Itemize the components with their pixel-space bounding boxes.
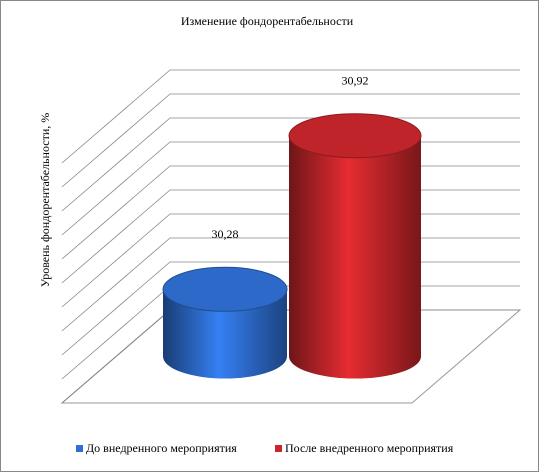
cylinder-top bbox=[288, 113, 422, 159]
grid-line bbox=[61, 93, 520, 188]
legend-label: До внедренного мероприятия bbox=[86, 441, 237, 455]
value-label: 30,92 bbox=[342, 73, 369, 87]
grid-line bbox=[61, 69, 520, 164]
legend-swatch bbox=[275, 445, 282, 452]
cylinder-top bbox=[162, 266, 288, 312]
cylinder-body bbox=[163, 289, 287, 379]
cylinder-body bbox=[289, 135, 421, 379]
legend-label: После внедренного мероприятия bbox=[285, 441, 454, 455]
grid-line bbox=[61, 117, 520, 212]
value-label: 30,28 bbox=[212, 227, 239, 241]
y-axis-label: Уровень фондорентабельности, % bbox=[38, 113, 52, 287]
legend-swatch bbox=[76, 445, 83, 452]
chart-title: Изменение фондорентабельности bbox=[181, 14, 354, 28]
